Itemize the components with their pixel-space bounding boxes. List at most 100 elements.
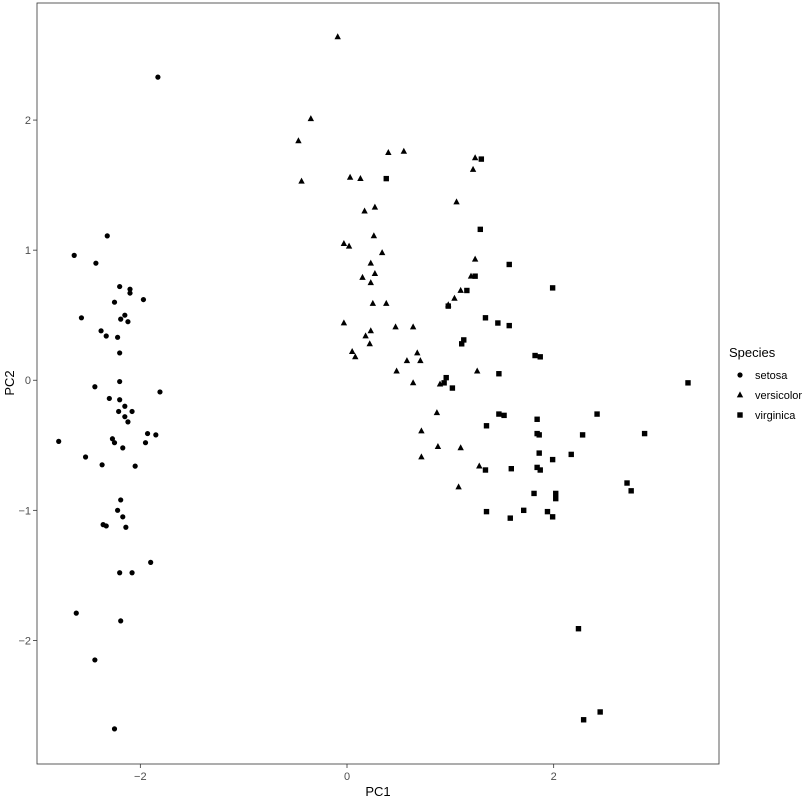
- point-versicolor: [469, 165, 477, 172]
- point-versicolor: [334, 33, 341, 40]
- point-virginica: [537, 467, 543, 473]
- x-tick-label: 2: [551, 771, 557, 783]
- point-versicolor: [369, 299, 377, 306]
- point-setosa: [116, 408, 122, 415]
- point-setosa: [125, 319, 131, 325]
- point-setosa: [118, 316, 124, 322]
- point-versicolor: [378, 249, 386, 256]
- point-virginica: [441, 380, 447, 386]
- point-virginica: [483, 423, 490, 429]
- point-virginica: [445, 303, 451, 309]
- series-virginica: [383, 156, 691, 723]
- point-virginica: [624, 480, 630, 486]
- point-versicolor: [371, 269, 379, 276]
- legend-title: Species: [729, 345, 776, 360]
- point-versicolor: [471, 255, 479, 262]
- point-setosa: [140, 296, 147, 303]
- point-versicolor: [352, 353, 359, 360]
- point-virginica: [628, 488, 634, 494]
- point-virginica: [461, 337, 467, 343]
- x-tick-label: −2: [134, 771, 147, 783]
- point-setosa: [115, 507, 121, 513]
- point-versicolor: [455, 483, 462, 490]
- legend-key-versicolor: [736, 391, 744, 398]
- point-virginica: [575, 626, 582, 632]
- point-virginica: [483, 508, 490, 515]
- legend: Species setosa versicolor virginica: [729, 345, 802, 422]
- point-versicolor: [457, 444, 464, 451]
- point-versicolor: [340, 240, 348, 247]
- point-setosa: [111, 440, 118, 446]
- point-virginica: [507, 515, 513, 521]
- plot-panel: [36, 2, 720, 765]
- point-virginica: [477, 226, 483, 233]
- point-virginica: [537, 354, 543, 360]
- point-setosa: [109, 436, 116, 442]
- point-versicolor: [348, 348, 356, 355]
- point-virginica: [594, 411, 600, 417]
- point-virginica: [568, 451, 574, 458]
- point-setosa: [111, 299, 118, 305]
- point-versicolor: [366, 340, 373, 347]
- point-virginica: [506, 261, 512, 268]
- point-setosa: [56, 438, 62, 444]
- point-setosa: [82, 454, 89, 460]
- point-setosa: [148, 559, 154, 565]
- point-versicolor: [359, 273, 366, 280]
- series-versicolor: [295, 33, 483, 490]
- point-versicolor: [345, 242, 353, 249]
- point-versicolor: [453, 198, 460, 205]
- point-setosa: [155, 74, 161, 80]
- point-virginica: [597, 709, 603, 715]
- point-versicolor: [362, 332, 369, 339]
- point-setosa: [117, 350, 123, 356]
- point-setosa: [106, 395, 112, 402]
- point-setosa: [129, 408, 135, 415]
- point-setosa: [127, 290, 133, 296]
- point-versicolor: [418, 427, 425, 434]
- point-setosa: [142, 440, 149, 446]
- point-versicolor: [474, 367, 481, 374]
- point-virginica: [472, 273, 478, 279]
- point-setosa: [122, 312, 128, 318]
- y-tick-label: 2: [25, 115, 31, 127]
- legend-key-virginica: [737, 412, 743, 418]
- point-setosa: [73, 610, 79, 616]
- point-virginica: [482, 315, 489, 321]
- point-versicolor: [371, 203, 379, 210]
- point-setosa: [115, 334, 121, 340]
- point-virginica: [496, 371, 502, 377]
- point-versicolor: [433, 409, 441, 416]
- point-setosa: [129, 570, 135, 576]
- point-setosa: [99, 462, 105, 468]
- legend-label-virginica: virginica: [755, 410, 796, 422]
- point-versicolor: [451, 294, 458, 301]
- point-versicolor: [367, 327, 374, 334]
- point-virginica: [508, 466, 514, 472]
- point-setosa: [118, 618, 124, 624]
- point-setosa: [125, 419, 131, 425]
- point-setosa: [92, 657, 98, 663]
- point-versicolor: [434, 442, 442, 449]
- point-versicolor: [295, 137, 302, 144]
- x-axis: −2 0 2: [134, 764, 557, 783]
- point-versicolor: [357, 175, 364, 182]
- point-virginica: [495, 320, 501, 326]
- point-virginica: [549, 456, 556, 463]
- x-axis-title: PC1: [365, 784, 390, 799]
- point-virginica: [685, 380, 691, 386]
- point-virginica: [544, 508, 551, 515]
- point-virginica: [579, 432, 586, 438]
- point-setosa: [111, 726, 118, 732]
- point-setosa: [103, 333, 109, 339]
- point-setosa: [144, 430, 151, 437]
- point-virginica: [536, 450, 542, 456]
- point-versicolor: [409, 379, 417, 386]
- point-versicolor: [414, 349, 421, 356]
- point-setosa: [98, 328, 104, 334]
- point-virginica: [506, 322, 512, 329]
- point-setosa: [92, 384, 98, 390]
- legend-items: setosa versicolor virginica: [736, 370, 802, 422]
- point-versicolor: [471, 154, 479, 161]
